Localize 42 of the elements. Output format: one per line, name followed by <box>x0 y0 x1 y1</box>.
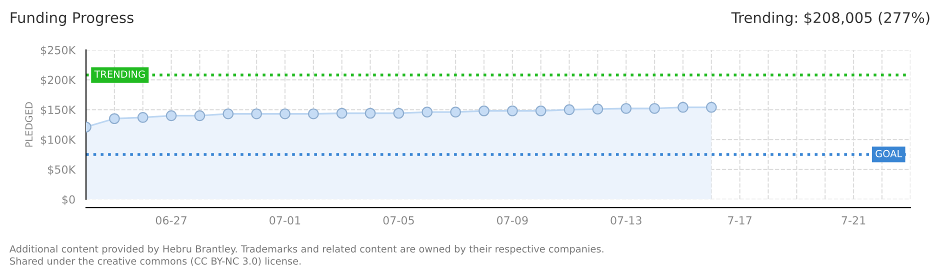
x-tick-label: 06-27 <box>156 216 186 225</box>
y-tick-label: $150K <box>40 105 76 116</box>
y-tick-label: $50K <box>48 165 76 176</box>
point <box>336 108 348 119</box>
point <box>222 108 234 120</box>
point <box>308 108 319 120</box>
point <box>649 103 660 114</box>
point <box>280 108 290 120</box>
point <box>507 105 518 116</box>
text: Additional content provided by Hebru Brantley. Trademarks and related content are owned by their respective companies. <box>9 245 604 254</box>
x-tick-label: 7-21 <box>842 216 866 224</box>
point <box>422 106 433 118</box>
point <box>137 112 148 123</box>
chart-subtitle: Trending: $208,005 (277%) <box>731 12 930 26</box>
x-tick-label: 07-13 <box>610 216 642 225</box>
y-tick-label: $100K <box>40 135 76 146</box>
point <box>706 102 717 113</box>
x-tick-label: 07-01 <box>270 216 300 225</box>
y-tick-label: $0 <box>62 195 75 206</box>
y-tick-label: $200K <box>40 76 76 86</box>
point <box>251 108 262 120</box>
point <box>166 110 177 122</box>
text: Shared under the creative commons (CC BY-NC 3.0) license. <box>10 257 301 266</box>
point <box>109 113 120 124</box>
chart-title: Funding Progress <box>10 12 134 26</box>
point <box>678 102 688 113</box>
y-tick-label: $250K <box>40 46 76 56</box>
ref-line-label: TRENDING <box>94 70 145 78</box>
point <box>194 110 206 122</box>
y-axis-title: PLEDGED <box>25 102 33 147</box>
point <box>564 104 575 116</box>
x-tick-label: 07-09 <box>497 216 528 225</box>
point <box>478 105 490 116</box>
point <box>364 108 376 119</box>
point <box>620 103 632 114</box>
point <box>450 106 461 118</box>
point <box>535 105 546 116</box>
x-tick-label: 07-05 <box>383 216 414 225</box>
point <box>393 108 404 119</box>
point <box>592 104 604 114</box>
x-tick-label: 7-17 <box>728 216 752 224</box>
ref-line-label: GOAL <box>876 150 902 158</box>
